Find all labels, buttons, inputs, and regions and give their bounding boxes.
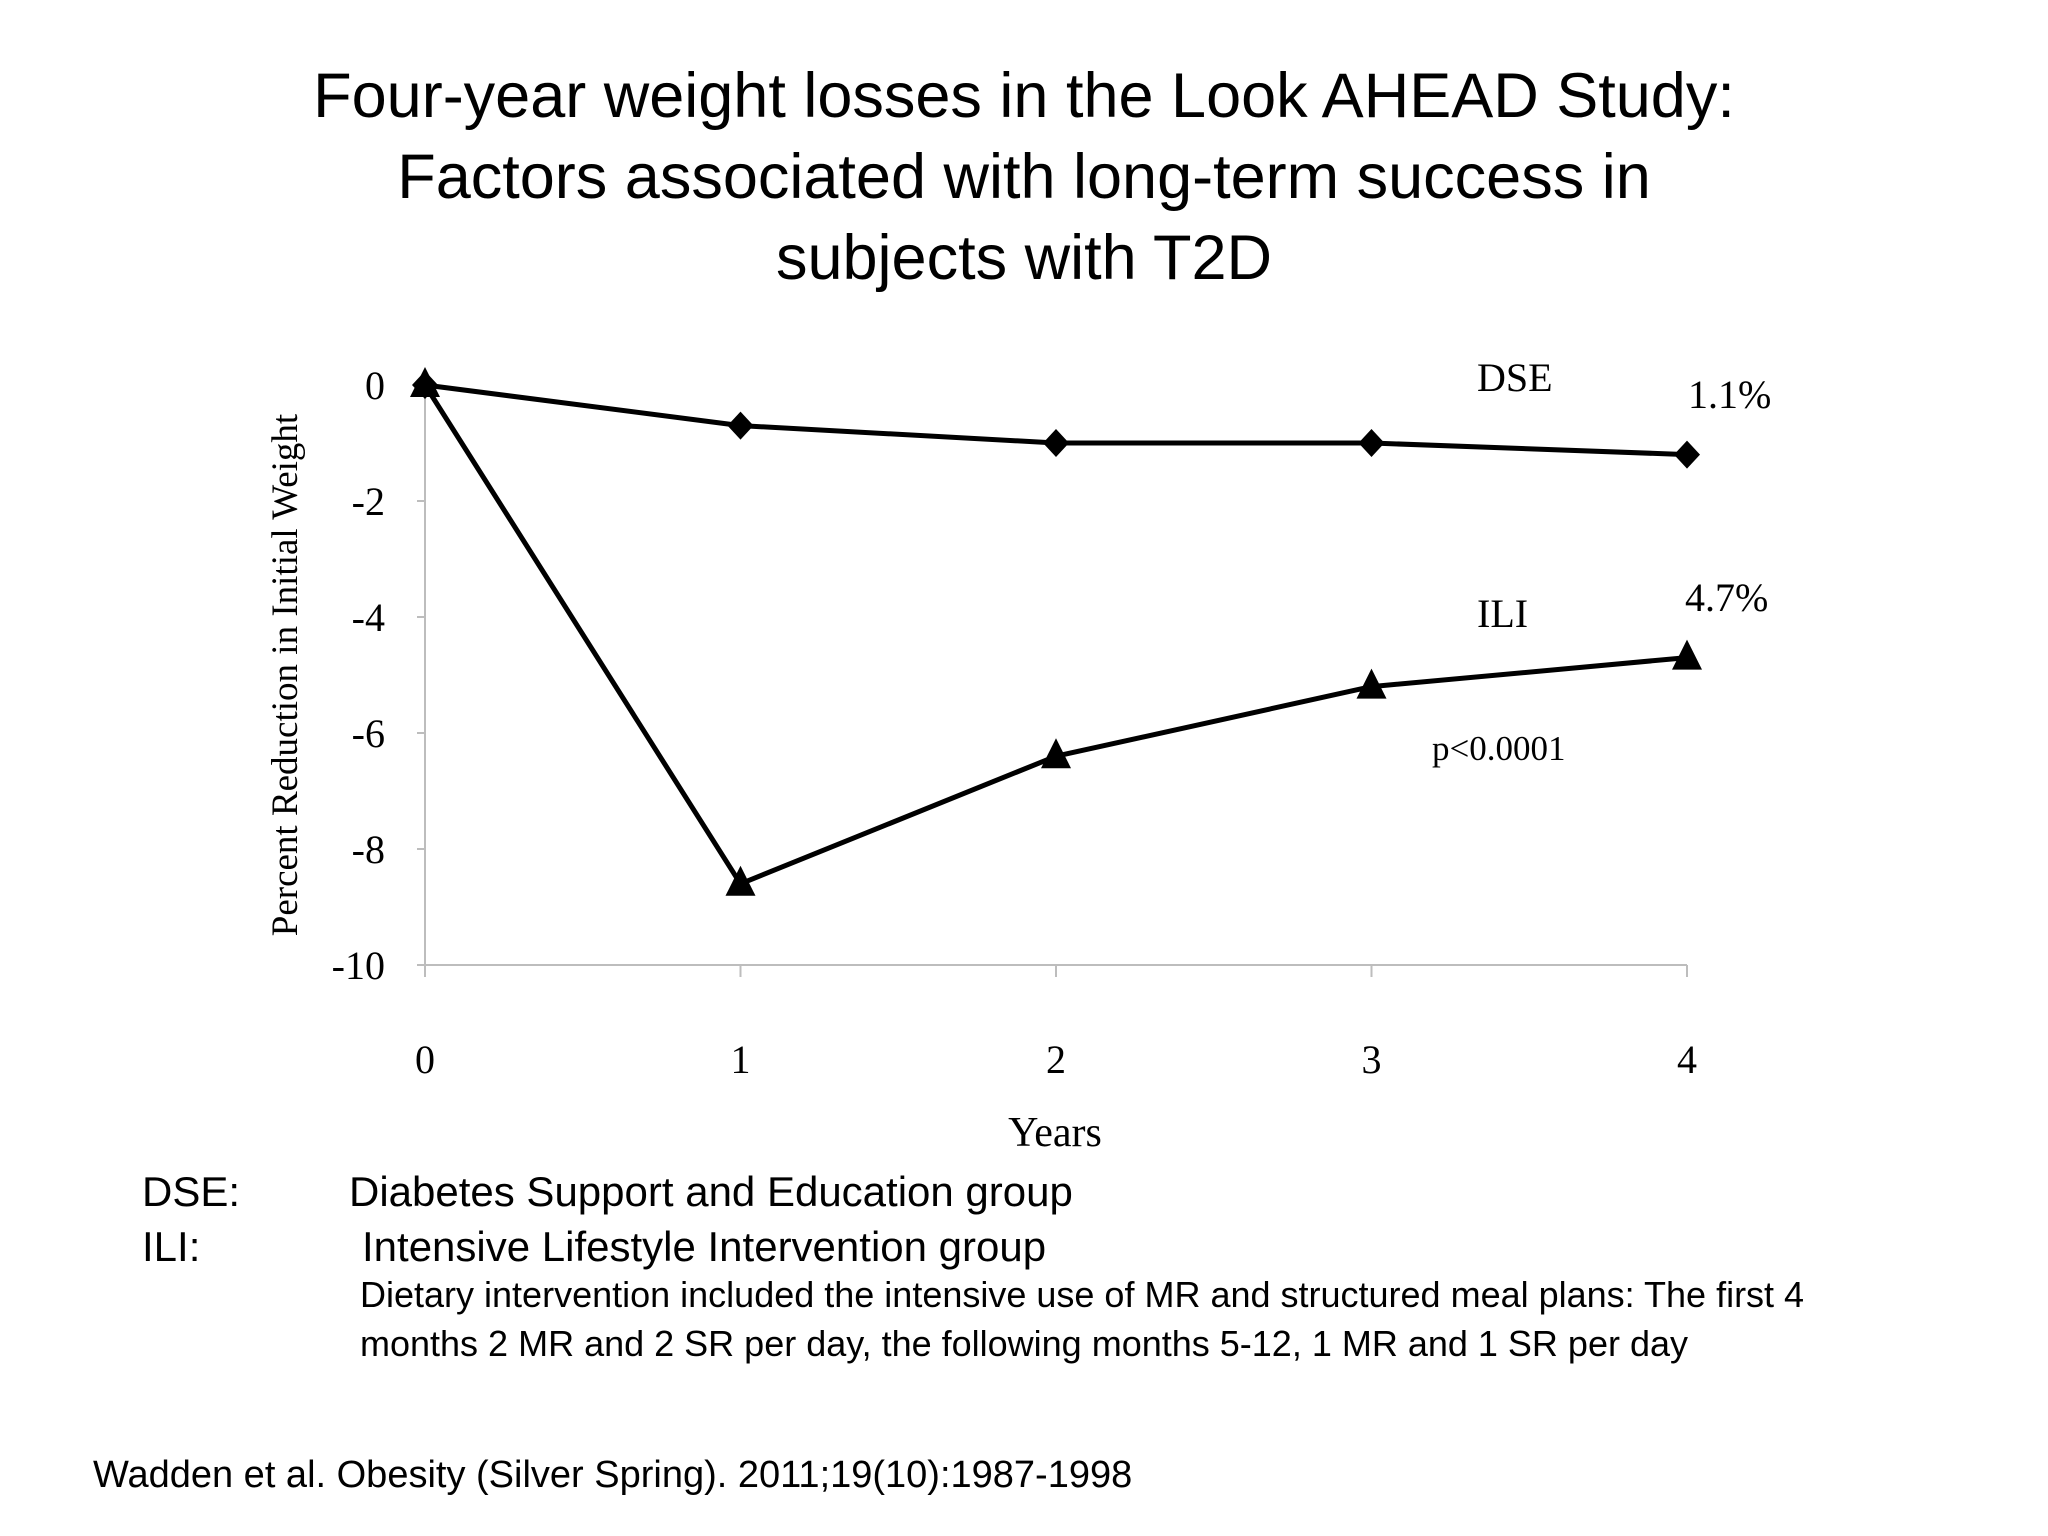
series-point-ili [410,367,440,397]
y-axis-title: Percent Reduction in Initial Weight [265,413,306,936]
dietary-note: Dietary intervention included the intens… [360,1270,2020,1368]
series-point-dse [1674,440,1700,469]
series-name-ili: ILI [1477,591,1528,636]
x-tick-label: 2 [1046,1037,1066,1082]
series-point-ili [1672,639,1702,670]
y-tick-label: -4 [352,595,385,640]
title-line-3: subjects with T2D [775,223,1273,293]
series-end-label-ili: 4.7% [1685,575,1768,620]
slide-title: Four-year weight losses in the Look AHEA… [0,56,2048,299]
series-point-dse [1358,429,1385,457]
y-tick-label: -2 [352,479,385,524]
y-tick-label: -6 [352,711,385,756]
x-tick-label: 1 [731,1037,751,1082]
series-point-ili [725,865,756,896]
y-tick-label: -10 [332,943,385,988]
legend-text-dse: Diabetes Support and Education group [349,1168,1073,1215]
citation: Wadden et al. Obesity (Silver Spring). 2… [93,1454,1133,1496]
series-point-dse [727,411,754,440]
series-name-dse: DSE [1477,355,1553,400]
p-value-annotation: p<0.0001 [1432,729,1566,768]
series-point-ili [1041,738,1071,769]
y-tick-label: 0 [365,363,385,408]
dietary-note-line-2: months 2 MR and 2 SR per day, the follow… [360,1323,1689,1364]
title-line-1: Four-year weight losses in the Look AHEA… [313,61,1735,131]
x-axis-title: Years [1008,1110,1102,1156]
dietary-note-line-1: Dietary intervention included the intens… [360,1274,1805,1315]
legend-key-dse: DSE: [142,1168,241,1215]
legend-key-ili: ILI: [142,1223,201,1270]
x-tick-label: 4 [1677,1037,1697,1082]
title-line-2: Factors associated with long-term succes… [397,142,1651,212]
chart-series-markers [410,367,1702,896]
legend-text-ili: Intensive Lifestyle Intervention group [362,1223,1047,1270]
chart-axes [417,384,1688,977]
series-end-label-dse: 1.1% [1688,372,1771,417]
x-tick-label: 0 [415,1037,435,1082]
series-point-dse [1043,429,1069,457]
x-tick-label: 3 [1362,1037,1382,1082]
y-tick-label: -8 [352,827,385,872]
series-point-ili [1356,668,1387,699]
chart-labels: 0 -2 -4 -6 -8 -10 0 1 2 3 4 Years Percent Reduction … [265,355,1771,1156]
